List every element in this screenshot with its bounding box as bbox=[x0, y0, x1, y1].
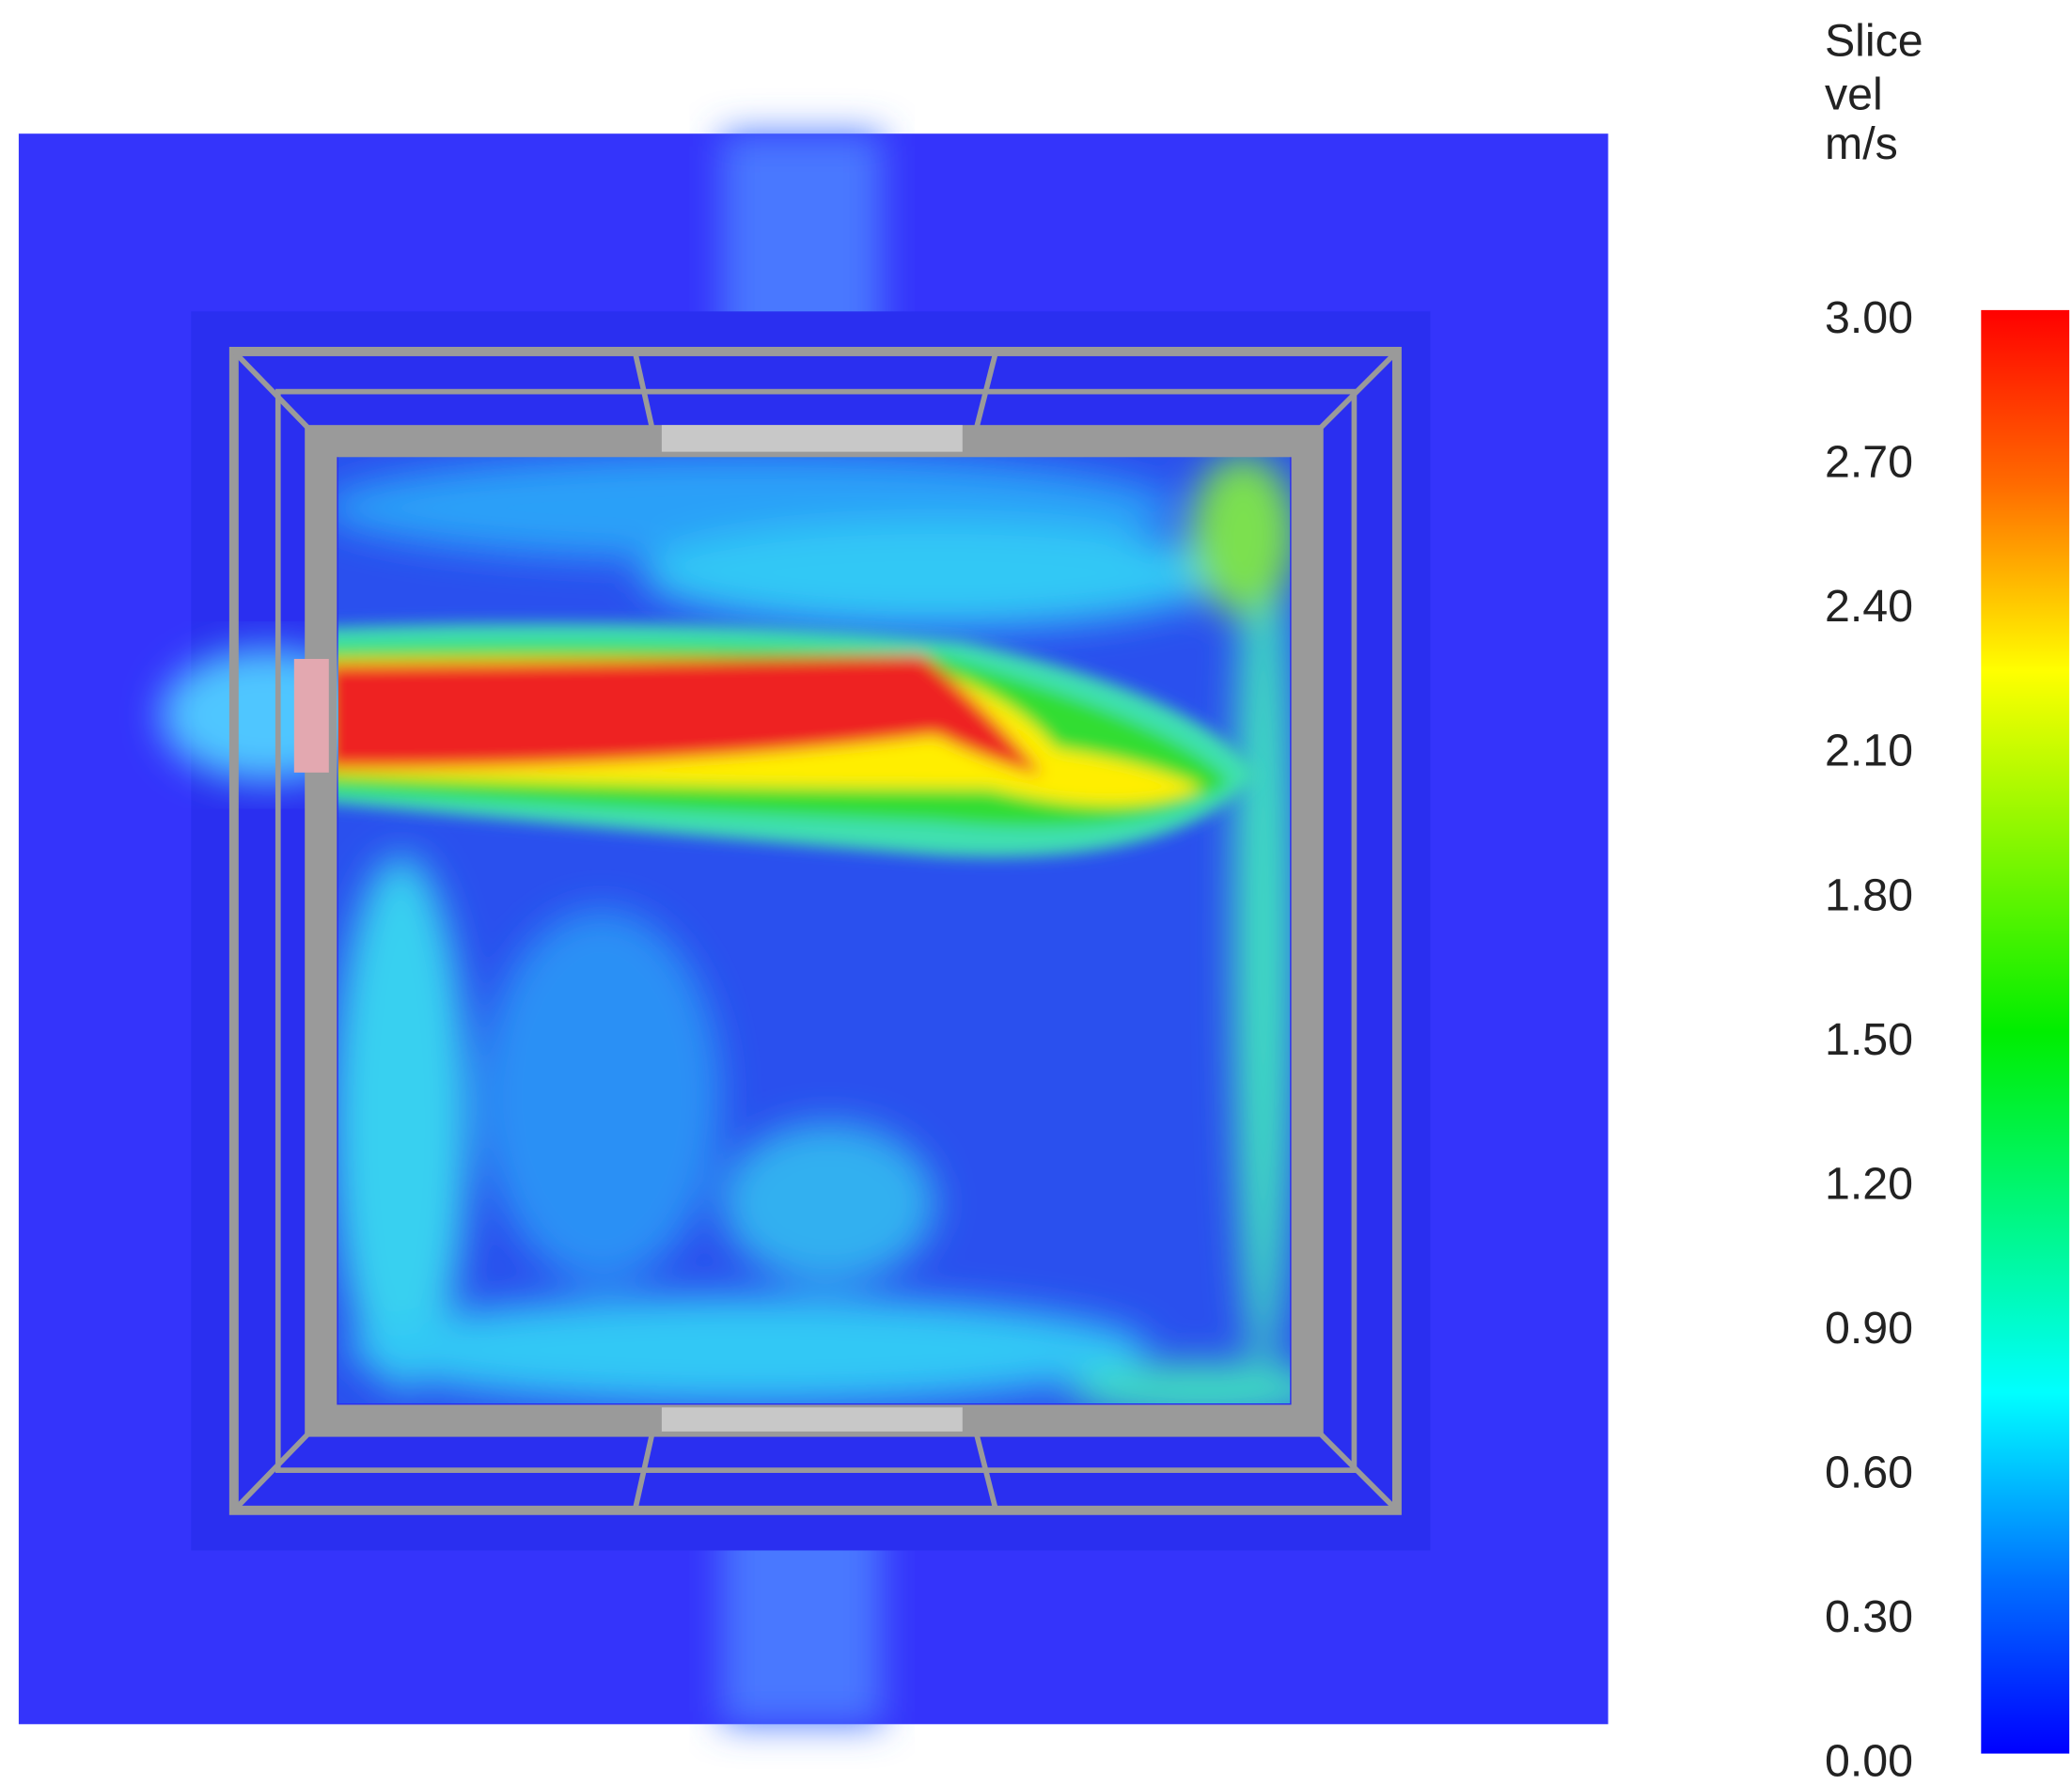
colorbar-tick-label: 0.30 bbox=[1825, 1591, 1913, 1642]
colorbar-tick-label: 0.60 bbox=[1825, 1448, 1913, 1498]
colorbar-tick-label: 3.00 bbox=[1825, 292, 1913, 343]
colorbar-ticks: 3.00 2.70 2.40 2.10 1.80 1.50 1.20 0.90 0.60 0.30… bbox=[1825, 292, 1913, 1785]
slice-plot bbox=[18, 133, 1609, 1725]
colorbar-title: vel bbox=[1825, 70, 1883, 120]
colorbar-tick-label: 1.20 bbox=[1825, 1158, 1913, 1209]
colorbar-tick-label: 2.10 bbox=[1825, 726, 1913, 776]
colorbar-tick-label: 2.40 bbox=[1825, 581, 1913, 632]
colorbar-title: m/s bbox=[1825, 118, 1898, 169]
colorbar-tick-label: 0.90 bbox=[1825, 1303, 1913, 1354]
bottom-vent bbox=[661, 1407, 963, 1432]
colorbar-title: Slice bbox=[1825, 16, 1923, 67]
velocity-field bbox=[337, 454, 1291, 1404]
colorbar-tick-label: 1.80 bbox=[1825, 869, 1913, 920]
colorbar: Slice vel m/s 3.00 2.70 2.40 2.10 1.80 1.50 1.… bbox=[1825, 16, 2070, 1785]
colorbar-tick-label: 2.70 bbox=[1825, 437, 1913, 488]
colorbar-scale bbox=[1981, 309, 2070, 1754]
colorbar-tick-label: 1.50 bbox=[1825, 1014, 1913, 1065]
inlet bbox=[293, 659, 329, 773]
colorbar-tick-label: 0.00 bbox=[1825, 1736, 1913, 1785]
top-vent bbox=[661, 425, 963, 452]
